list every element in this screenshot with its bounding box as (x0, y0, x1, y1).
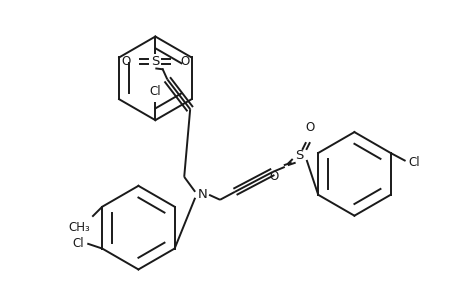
Text: S: S (295, 149, 303, 163)
Text: O: O (121, 55, 130, 68)
Text: Cl: Cl (149, 85, 161, 98)
Text: O: O (269, 170, 278, 183)
Text: CH₃: CH₃ (68, 221, 90, 234)
Text: Cl: Cl (73, 237, 84, 250)
Text: O: O (304, 121, 313, 134)
Text: O: O (180, 55, 189, 68)
Text: N: N (197, 188, 207, 201)
Text: Cl: Cl (408, 156, 419, 170)
Text: S: S (151, 55, 159, 68)
